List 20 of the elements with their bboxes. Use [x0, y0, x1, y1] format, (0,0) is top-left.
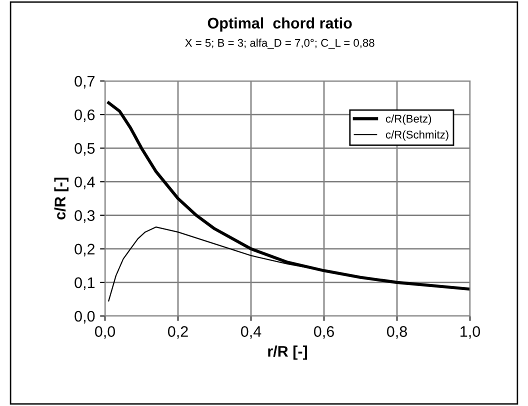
x-axis-title: r/R [-] [268, 346, 308, 360]
x-tick-label: 0,4 [240, 326, 262, 339]
legend-label: c/R(Schmitz) [386, 130, 448, 141]
legend-label: c/R(Betz) [386, 114, 432, 125]
x-tick-label: 0,0 [94, 326, 116, 339]
y-tick-label: 0,6 [74, 109, 95, 122]
x-tick-label: 0,8 [386, 326, 407, 339]
x-tick-label: 1,0 [460, 326, 480, 339]
y-tick-label: 0,3 [74, 210, 95, 223]
y-axis-title: c/R [-] [54, 178, 68, 220]
y-tick-label: 0,0 [74, 310, 95, 324]
y-tick-label: 0,7 [74, 76, 95, 88]
y-tick-label: 0,5 [74, 143, 95, 156]
chart-subtitle: X = 5; B = 3; alfa_D = 7,0°; C_L = 0,88 [185, 38, 374, 49]
y-tick-label: 0,2 [74, 244, 95, 256]
x-tick-label: 0,2 [168, 326, 188, 339]
x-tick-label: 0,6 [314, 326, 334, 339]
y-tick-label: 0,1 [74, 277, 95, 290]
y-tick-label: 0,4 [74, 176, 95, 190]
chart-title: Optimal chord ratio [208, 17, 352, 32]
